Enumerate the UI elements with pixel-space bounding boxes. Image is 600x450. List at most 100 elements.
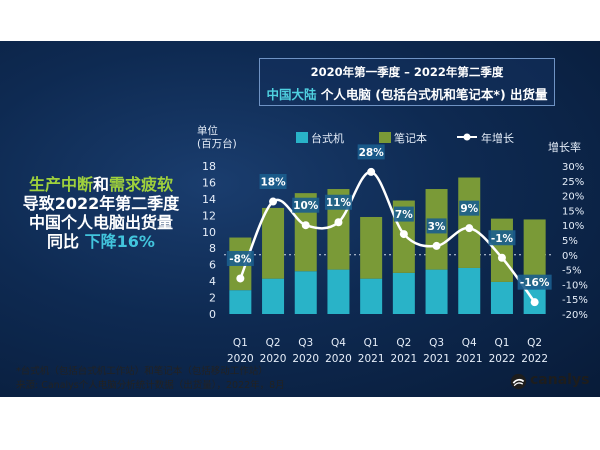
- legend-swatch-growth: [457, 133, 477, 141]
- growth-label-2: 10%: [293, 200, 319, 212]
- growth-label-0: -8%: [229, 253, 252, 265]
- y2-tick-label-6: 0%: [562, 251, 578, 262]
- canalys-logo-icon: [510, 373, 527, 390]
- y2-tick-label-7: -5%: [562, 266, 581, 277]
- x-tick-label-q-6: Q3: [429, 337, 444, 349]
- canalys-logo-text: canalys: [530, 372, 590, 388]
- x-tick-label-year-7: 2021: [456, 353, 483, 365]
- x-tick-label-year-4: 2021: [358, 353, 385, 365]
- y-tick-label-7: 14: [202, 193, 216, 206]
- x-tick-label-year-1: 2020: [260, 353, 287, 365]
- footer-note: *台式机（包括台式机工作站）和笔记本（包括移动工作站）: [16, 366, 268, 377]
- bar-desktop-4: [360, 278, 383, 314]
- legend-label-growth: 年增长: [481, 132, 514, 145]
- y2-tick-label-8: -10%: [562, 280, 588, 291]
- chart-title-rest: 个人电脑 (包括台式机和笔记本*) 出货量: [316, 87, 548, 102]
- y-axis-title-line1: 单位: [197, 125, 218, 137]
- growth-label-4: 28%: [359, 147, 385, 159]
- growth-label-box-3: [324, 194, 352, 210]
- growth-label-box-6: [426, 218, 447, 234]
- headline-line3: 中国个人电脑出货量: [28, 213, 173, 232]
- x-tick-label-year-3: 2020: [325, 353, 352, 365]
- headline-line4b: 下降16%: [84, 232, 155, 251]
- chart-svg: 0 2 4 6 8 10 12 14 16 18 30% 25% 20% 15% 10% 5% 0% -5% -10…: [202, 144, 588, 365]
- y2-tick-label-4: 10%: [562, 221, 584, 232]
- x-tick-label-q-3: Q4: [331, 337, 346, 349]
- x-tick-label-q-4: Q1: [364, 337, 379, 349]
- x-tick-label-year-5: 2021: [390, 353, 417, 365]
- footer: *台式机（包括台式机工作站）和笔记本（包括移动工作站） 来源: Canalys个…: [16, 365, 285, 393]
- growth-point-1: [269, 197, 278, 206]
- growth-label-9: -16%: [520, 277, 550, 289]
- y-tick-label-0: 0: [209, 308, 216, 321]
- headline-line4a: 同比: [47, 232, 85, 251]
- bar-desktop-5: [392, 272, 415, 314]
- x-tick-label-q-1: Q2: [266, 337, 281, 349]
- legend-item-desktop: 台式机: [296, 130, 344, 146]
- x-tick-label-year-6: 2021: [423, 353, 450, 365]
- bar-notebook-1: [262, 207, 285, 279]
- x-tick-label-q-7: Q4: [462, 337, 477, 349]
- x-tick-label-year-8: 2022: [489, 353, 516, 365]
- y-tick-label-9: 18: [202, 160, 216, 173]
- y2-tick-label-5: 5%: [562, 236, 578, 247]
- y-tick-label-2: 4: [209, 275, 216, 288]
- bar-desktop-2: [294, 271, 317, 314]
- y2-tick-label-3: 15%: [562, 206, 584, 217]
- y2-tick-label-0: 30%: [562, 162, 584, 173]
- growth-label-box-2: [292, 197, 320, 213]
- y2-axis-title: 增长率: [548, 141, 581, 154]
- chart-title-line1: 2020年第一季度 – 2022年第二季度: [310, 65, 504, 79]
- growth-label-box-5: [393, 206, 414, 222]
- bar-notebook-4: [360, 216, 383, 279]
- chart-title-highlight: 中国大陆: [266, 87, 317, 102]
- x-tick-label-q-2: Q3: [298, 337, 313, 349]
- y2-tick-label-1: 25%: [562, 177, 584, 188]
- growth-point-2: [301, 221, 310, 230]
- x-tick-label-q-0: Q1: [233, 337, 248, 349]
- x-tick-label-q-8: Q1: [494, 337, 509, 349]
- chart-title-line2: 中国大陆 个人电脑 (包括台式机和笔记本*) 出货量: [260, 84, 554, 103]
- growth-point-0: [236, 274, 245, 283]
- footer-source: 来源: Canalys个人电脑分析统计数据（出货量），2022年，8月: [16, 380, 285, 391]
- y-axis-title-line2: (百万台): [197, 138, 237, 150]
- y-tick-label-1: 2: [209, 292, 216, 305]
- growth-point-6: [432, 241, 441, 250]
- y2-tick-label-2: 20%: [562, 192, 584, 203]
- growth-label-box-1: [259, 174, 287, 190]
- chart-title-box: 2020年第一季度 – 2022年第二季度 中国大陆 个人电脑 (包括台式机和笔…: [259, 58, 555, 106]
- growth-label-box-0: [226, 250, 254, 266]
- legend-item-notebook: 笔记本: [379, 130, 427, 146]
- growth-point-8: [497, 253, 506, 262]
- y-tick-label-5: 10: [202, 226, 216, 239]
- bar-desktop-6: [425, 269, 448, 314]
- growth-label-box-9: [517, 274, 552, 290]
- y-axis-title: 单位 (百万台): [197, 125, 257, 151]
- growth-label-1: 18%: [260, 177, 286, 189]
- bar-desktop-3: [327, 269, 350, 314]
- growth-point-9: [530, 298, 539, 307]
- headline-seg3: 需求疲软: [109, 175, 174, 194]
- growth-point-5: [399, 230, 408, 239]
- y-tick-label-4: 8: [209, 242, 216, 255]
- headline-seg2: 和: [92, 175, 109, 194]
- growth-label-box-7: [459, 200, 480, 216]
- growth-label-5: 7%: [395, 209, 413, 221]
- x-tick-label-q-5: Q2: [396, 337, 411, 349]
- x-tick-label-q-9: Q2: [527, 337, 542, 349]
- chart-slide: 2020年第一季度 – 2022年第二季度 中国大陆 个人电脑 (包括台式机和笔…: [0, 41, 600, 397]
- legend-label-desktop: 台式机: [311, 132, 344, 145]
- growth-point-4: [367, 167, 376, 176]
- growth-label-3: 11%: [326, 197, 352, 209]
- x-tick-label-year-0: 2020: [227, 353, 254, 365]
- legend-swatch-notebook: [379, 132, 391, 143]
- headline: 生产中断和需求疲软 导致2022年第二季度 中国个人电脑出货量 同比 下降16%: [8, 175, 194, 251]
- x-tick-label-year-9: 2022: [521, 353, 548, 365]
- growth-label-6: 3%: [428, 221, 446, 233]
- headline-seg1: 生产中断: [28, 175, 93, 194]
- bar-desktop-7: [458, 267, 481, 314]
- bar-desktop-8: [490, 281, 513, 314]
- growth-label-8: -1%: [491, 233, 514, 245]
- headline-line2: 导致2022年第二季度: [22, 194, 180, 213]
- growth-label-7: 9%: [460, 203, 478, 215]
